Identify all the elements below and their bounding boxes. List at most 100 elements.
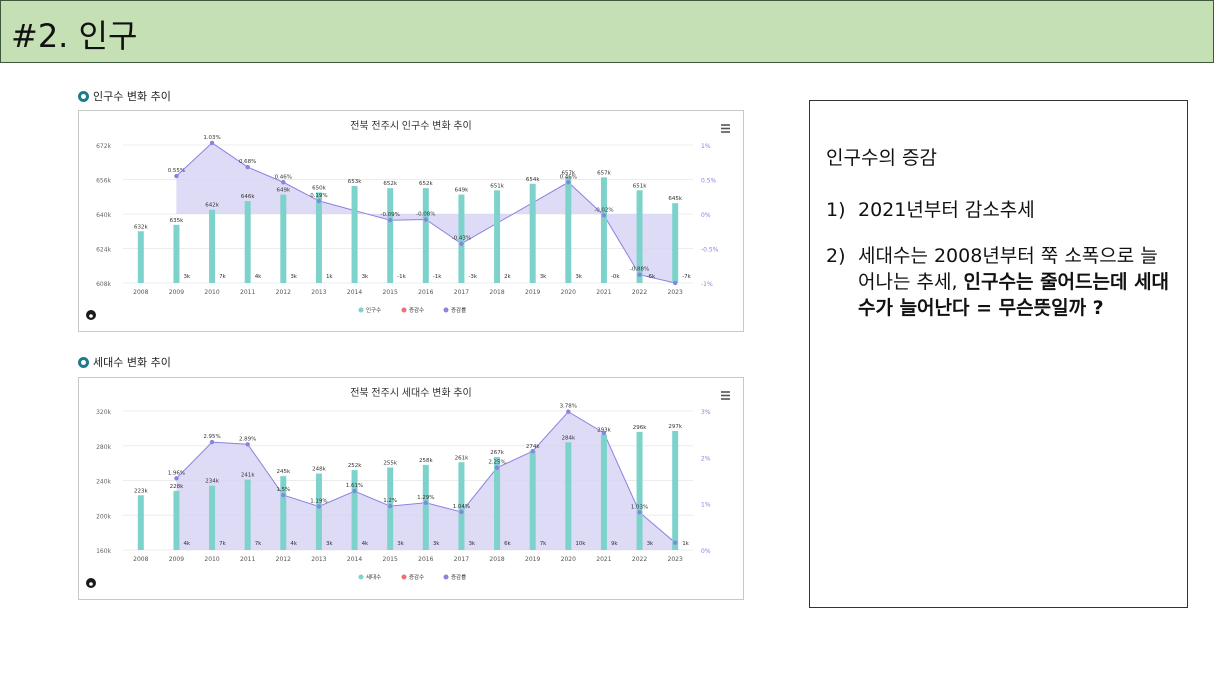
section-label-text: 인구수 변화 추이 — [93, 90, 171, 103]
rate-label: 2.95% — [203, 434, 220, 440]
rate-point — [174, 476, 179, 481]
rate-label: 1.5% — [276, 487, 290, 493]
bar — [351, 185, 358, 283]
legend-marker — [401, 574, 407, 580]
x-tick-label: 2022 — [632, 289, 647, 296]
bar — [387, 467, 394, 550]
x-tick-label: 2011 — [240, 556, 255, 563]
brand-logo-icon-inner — [89, 582, 93, 586]
legend-marker — [401, 307, 407, 313]
notes-box: 인구수의 증감 1) 2021년부터 감소추세 2) 세대수는 2008년부터 … — [809, 100, 1188, 608]
bar — [672, 203, 679, 283]
change-label: 9k — [611, 541, 618, 547]
bar-value-label: 642k — [205, 203, 219, 209]
bar — [494, 190, 501, 283]
change-label: 7k — [255, 541, 262, 547]
rate-label: 0.55% — [168, 168, 185, 174]
bar-value-label: 649k — [276, 188, 290, 194]
bar — [458, 462, 465, 550]
note-text: 세대수는 2008년부터 쭉 소폭으로 늘어나는 추세, 인구수는 줄어드는데 … — [858, 243, 1171, 321]
legend-label: 증감률 — [451, 574, 466, 581]
bar-value-label: 650k — [312, 185, 326, 191]
rate-point — [637, 510, 642, 515]
rate-point — [209, 140, 215, 146]
bar — [494, 457, 501, 550]
bar-value-label: 255k — [383, 460, 397, 466]
rate-point — [672, 280, 678, 286]
chart-menu-icon[interactable] — [721, 124, 730, 133]
bar — [458, 194, 465, 283]
rate-label: 1.03% — [203, 135, 220, 141]
chart-menu-icon[interactable] — [721, 391, 730, 400]
rate-point — [316, 504, 322, 509]
change-label: 3k — [326, 541, 333, 547]
x-tick-label: 2019 — [525, 289, 540, 296]
y2-tick-label: 0.5% — [701, 178, 717, 185]
change-label: -1k — [433, 274, 442, 280]
bar-value-label: 649k — [455, 188, 469, 194]
rate-point — [174, 173, 179, 179]
x-tick-label: 2023 — [668, 556, 683, 563]
bar-value-label: 241k — [241, 473, 255, 479]
y-tick-label: 240k — [96, 479, 111, 486]
legend-marker — [358, 307, 364, 313]
y-tick-label: 320k — [96, 409, 111, 416]
households-chart-panel: 전북 전주시 세대수 변화 추이 320k 280k 240k 200k 160k 3% 2%… — [78, 377, 744, 600]
x-tick-label: 2008 — [133, 556, 148, 563]
rate-point — [459, 509, 464, 515]
bar-value-label: 657k — [597, 170, 611, 176]
change-label: 7k — [219, 541, 226, 547]
change-label: -7k — [682, 274, 691, 280]
note-item-1: 1) 2021년부터 감소추세 — [826, 197, 1171, 223]
note-number: 1) — [826, 199, 846, 221]
rate-area — [176, 142, 676, 283]
rate-label: 1.19% — [310, 498, 327, 504]
legend-label: 증감수 — [409, 574, 424, 581]
legend-label: 증감률 — [451, 307, 466, 314]
x-tick-label: 2017 — [454, 556, 469, 563]
change-label: -0k — [611, 274, 620, 280]
slide-title-bar: #2. 인구 — [0, 0, 1214, 63]
bar — [244, 201, 251, 283]
y2-tick-label: 1% — [701, 502, 711, 509]
change-label: 7k — [540, 541, 547, 547]
bar — [636, 190, 643, 283]
bar-value-label: 657k — [561, 170, 575, 176]
rate-point — [352, 488, 357, 494]
legend-label: 인구수 — [366, 307, 381, 314]
bar-value-label: 296k — [633, 425, 647, 431]
rate-label: 1.29% — [417, 495, 434, 501]
change-label: -6k — [647, 274, 656, 280]
rate-point — [566, 409, 571, 414]
legend-marker — [443, 574, 449, 580]
x-tick-label: 2016 — [418, 556, 433, 563]
x-tick-label: 2014 — [347, 289, 362, 296]
x-tick-label: 2010 — [204, 556, 219, 563]
x-tick-label: 2012 — [276, 289, 291, 296]
bar-value-label: 245k — [276, 469, 290, 475]
y-tick-label: 624k — [96, 247, 111, 254]
bar-value-label: 297k — [668, 424, 682, 430]
y2-tick-label: -0.5% — [701, 247, 719, 254]
bar-value-label: 274k — [526, 444, 540, 450]
section-label-text: 세대수 변화 추이 — [93, 356, 171, 369]
note-number: 2) — [826, 245, 846, 267]
bar-value-label: 258k — [419, 458, 433, 464]
x-tick-label: 2017 — [454, 289, 469, 296]
bar-value-label: 223k — [134, 488, 148, 494]
rate-label: 0.68% — [239, 159, 256, 165]
change-label: 3k — [433, 541, 440, 547]
rate-point — [601, 430, 607, 436]
rate-point — [316, 198, 322, 204]
note-text-plain: 2021년부터 감소추세 — [858, 199, 1035, 221]
y-tick-label: 160k — [96, 548, 111, 555]
rate-point — [494, 465, 500, 470]
change-label: 3k — [647, 541, 654, 547]
y-tick-label: 640k — [96, 212, 111, 219]
note-text: 2021년부터 감소추세 — [858, 197, 1035, 223]
bar — [387, 188, 394, 283]
slide-title: #2. 인구 — [11, 17, 138, 55]
rate-point — [387, 218, 393, 223]
rate-label: -0.43% — [452, 236, 471, 242]
x-tick-label: 2009 — [169, 556, 184, 563]
